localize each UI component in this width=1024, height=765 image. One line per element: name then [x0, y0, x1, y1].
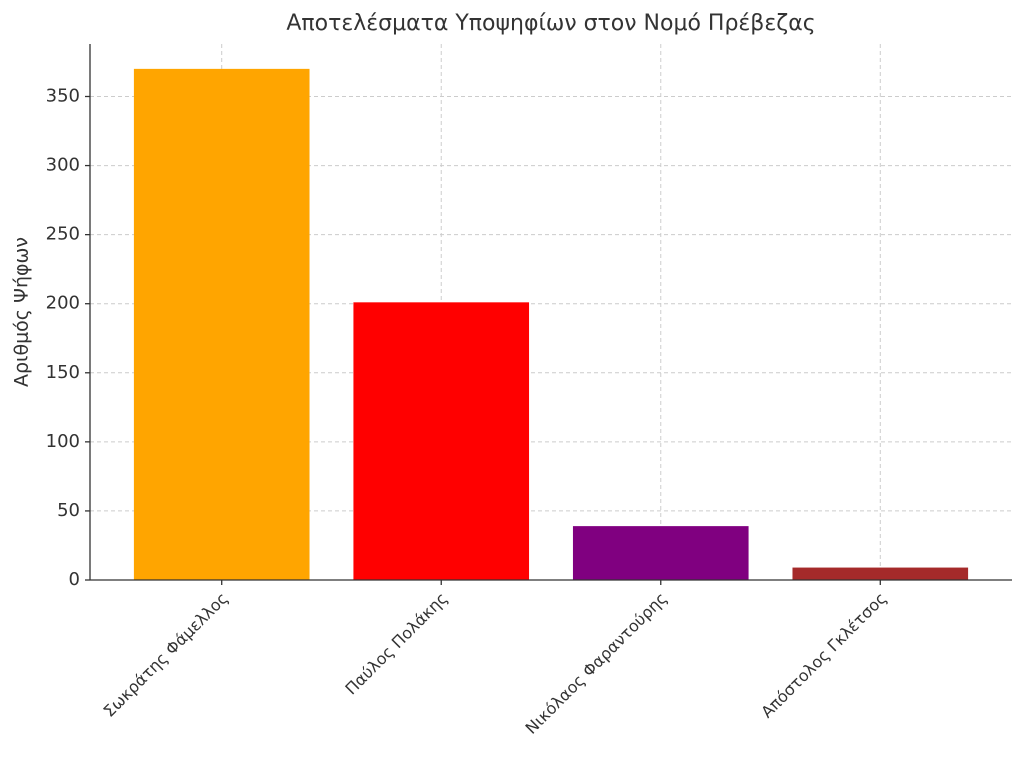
- chart-title: Αποτελέσματα Υποψηφίων στον Νομό Πρέβεζα…: [286, 11, 815, 36]
- x-tick-label: Παύλος Πολάκης: [341, 589, 451, 699]
- y-tick-label: 200: [46, 293, 80, 314]
- y-tick-label: 350: [46, 85, 80, 106]
- x-tick-label: Νικόλαος Φαραντούρης: [522, 589, 671, 738]
- x-tick-label: Σωκράτης Φάμελλος: [100, 589, 232, 721]
- bar: [792, 567, 969, 580]
- y-tick-label: 250: [46, 224, 80, 245]
- y-tick-label: 300: [46, 155, 80, 176]
- y-tick-label: 100: [46, 431, 80, 452]
- y-tick-label: 50: [57, 500, 80, 521]
- bar: [133, 68, 310, 581]
- y-tick-label: 0: [69, 569, 80, 590]
- y-tick-label: 150: [46, 362, 80, 383]
- x-tick-label: Απόστολος Γκλέτσος: [757, 589, 890, 722]
- bar: [572, 526, 749, 580]
- y-axis-label: Αριθμός Ψήφων: [11, 237, 33, 387]
- bar: [353, 302, 530, 580]
